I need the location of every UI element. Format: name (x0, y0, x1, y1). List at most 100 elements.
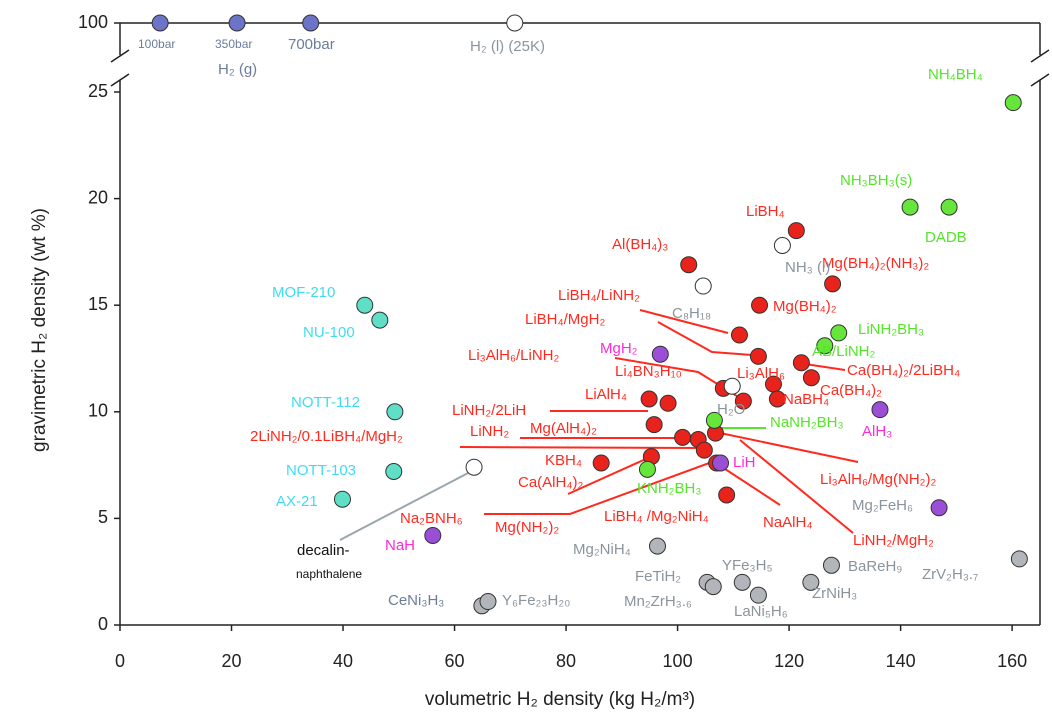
axis-break (110, 49, 130, 63)
point-label: 350bar (215, 37, 252, 51)
point (704, 578, 722, 596)
point (705, 411, 723, 429)
point-label: KBH₄ (545, 452, 582, 469)
leader-line (639, 309, 729, 334)
leader-line (459, 446, 703, 449)
point-label: C₈H₁₈ (672, 305, 711, 322)
x-tick-label: 80 (556, 651, 576, 671)
point (680, 256, 698, 274)
point-label: Mn₂ZrH₃.₆ (624, 593, 692, 610)
point (940, 198, 958, 216)
leader-line (567, 457, 649, 495)
leader-line (484, 461, 713, 515)
point (151, 14, 169, 32)
point-label: naphthalene (296, 567, 362, 581)
point (768, 390, 786, 408)
point-label: 100bar (138, 37, 175, 51)
point-label: AlH₃ (862, 423, 892, 440)
y-tick-label: 10 (88, 401, 108, 421)
x-tick-label: 120 (774, 651, 804, 671)
point-label: Ca(BH₄)₂/2LiBH₄ (847, 362, 960, 379)
point-label: Mg₂FeH₆ (852, 497, 913, 514)
point (749, 586, 767, 604)
point-label: Mg(NH₂)₂ (495, 519, 559, 536)
point (802, 369, 820, 387)
point-label: Al(BH₄)₃ (612, 236, 668, 253)
y-tick-label: 20 (88, 187, 108, 207)
point-label: LaNi₅H₆ (734, 603, 788, 620)
point (751, 296, 769, 314)
point-label: Ca(AlH₄)₂ (518, 474, 583, 491)
point (733, 573, 751, 591)
point-label: NH₄BH₄ (928, 66, 983, 83)
point (802, 573, 820, 591)
point-label: H₂O (717, 401, 745, 418)
point-label: BaReH₉ (848, 558, 902, 575)
point-label: FeTiH₂ (635, 568, 681, 585)
point-label: 2LiNH₂/0.1LiBH₄/MgH₂ (250, 428, 403, 445)
point (871, 401, 889, 419)
point (787, 222, 805, 240)
axis-break (1030, 73, 1050, 87)
point-label: NU-100 (303, 324, 355, 341)
x-axis-label: volumetric H₂ density (kg H₂/m³) (425, 689, 695, 710)
x-tick-label: 100 (663, 651, 693, 671)
point (302, 14, 320, 32)
point (645, 416, 663, 434)
leader-lines (339, 309, 859, 541)
point-label: MOF-210 (272, 284, 335, 301)
leader-line (804, 363, 846, 371)
point-label: NaH (385, 537, 415, 554)
point-label: decalin- (297, 542, 350, 559)
point-label: NaBH₄ (783, 391, 829, 408)
point-label: Li₃AlH₆ (737, 365, 785, 382)
point-label: LiBH₄ /Mg₂NiH₄ (604, 508, 709, 525)
point-label: LiBH₄/MgH₂ (525, 311, 605, 328)
point-label: Mg(AlH₄)₂ (530, 420, 597, 437)
point (694, 277, 712, 295)
point-label: NaAlH₄ (763, 514, 812, 531)
leader-line (721, 466, 781, 506)
axis-break (1030, 49, 1050, 63)
point-label: Mg(BH₄)₂ (773, 298, 837, 315)
y-axis-label: gravimetric H₂ density (wt %) (29, 208, 50, 452)
point-label: Li₃AlH₆/LiNH₂ (468, 347, 560, 364)
point (659, 394, 677, 412)
point (830, 324, 848, 342)
point (674, 428, 692, 446)
point-label: KNH₂BH₃ (637, 480, 701, 497)
point-label: NH₃BH₃(s) (840, 172, 912, 189)
point (930, 499, 948, 517)
axis-break (110, 73, 130, 87)
x-tick-label: 140 (886, 651, 916, 671)
point (824, 275, 842, 293)
point (773, 237, 791, 255)
point-label: ZrV₂H₃.₇ (922, 566, 978, 583)
point-label: LiBH₄ (746, 203, 785, 220)
point-label: Ca(BH₄)₂ (820, 382, 882, 399)
x-tick-label: 0 (115, 651, 125, 671)
point-label: NaNH₂BH₃ (770, 414, 844, 431)
point-label: ZrNiH₃ (812, 585, 857, 602)
point-label: DADB (925, 229, 967, 246)
point-label: LiNH₂/2LiH (452, 402, 526, 419)
point-label: Mg(BH₄)₂(NH₃)₂ (822, 255, 929, 272)
point-label: LiBH₄/LiNH₂ (558, 287, 640, 304)
x-tick-label: 20 (221, 651, 241, 671)
y-tick-label: 5 (98, 507, 108, 527)
point (592, 454, 610, 472)
point-label: CeNi₃H₃ (388, 592, 444, 609)
point (901, 198, 919, 216)
point-label: Mg₂NiH₄ (573, 541, 631, 558)
leader-line (339, 471, 471, 541)
point (640, 390, 658, 408)
point-label: Y₆Fe₂₃H₂₀ (502, 592, 570, 609)
point (723, 377, 741, 395)
point (479, 593, 497, 611)
point (424, 526, 442, 544)
point-label: AB/LiNH₂ (812, 343, 876, 360)
point (822, 556, 840, 574)
point-label: NOTT-103 (286, 462, 356, 479)
point (651, 345, 669, 363)
point-label: AX-21 (276, 493, 318, 510)
